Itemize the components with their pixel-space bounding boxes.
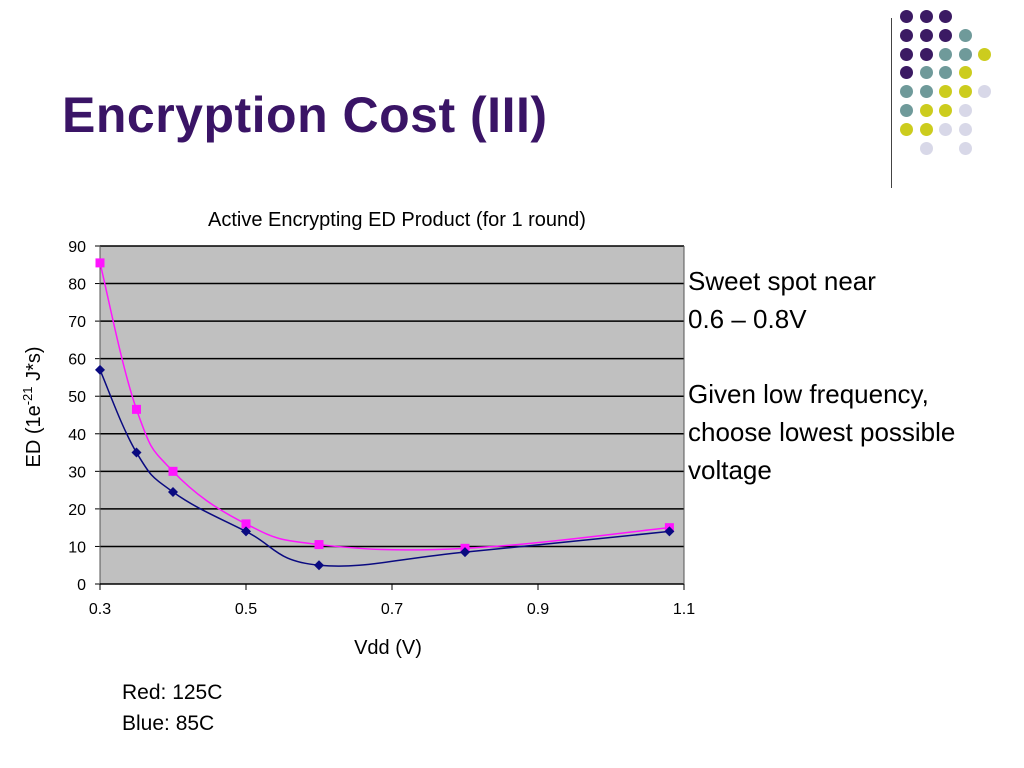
y-axis-label: ED (1e-21 J*s) [20, 346, 45, 467]
decor-dot [939, 85, 952, 99]
x-tick-label: 0.7 [381, 601, 403, 618]
advice-line-2: choose lowest possible [688, 417, 956, 447]
decorative-dot-grid [900, 10, 1010, 160]
data-point-diamond [168, 486, 178, 497]
y-tick-label: 70 [68, 314, 86, 331]
data-point-diamond [664, 526, 675, 537]
decor-dot [900, 104, 913, 117]
data-point-square [132, 404, 141, 414]
decor-dot [900, 28, 913, 42]
decor-dot [939, 10, 952, 23]
decor-dot [919, 122, 933, 136]
data-point-square [168, 466, 178, 476]
decor-dot [900, 47, 913, 61]
x-axis-label: Vdd (V) [354, 637, 422, 659]
sweet-spot-note: Sweet spot near 0.6 – 0.8V [688, 262, 876, 338]
decor-dot [919, 104, 933, 117]
decor-dot [900, 122, 913, 136]
decor-dot [919, 85, 933, 99]
decor-dot [939, 104, 952, 117]
y-tick-label: 90 [68, 239, 86, 256]
decor-dot [919, 66, 933, 80]
advice-line-1: Given low frequency, [688, 379, 929, 409]
decor-dot [939, 47, 952, 61]
decor-dot [958, 122, 972, 136]
y-tick-label: 40 [68, 427, 86, 444]
plot-area [100, 246, 684, 584]
x-tick-label: 0.9 [527, 601, 549, 618]
y-tick-label: 20 [68, 502, 86, 519]
decor-dot [900, 10, 913, 23]
chart-title: Active Encrypting ED Product (for 1 roun… [208, 209, 586, 231]
data-point-diamond [95, 364, 105, 375]
sweet-spot-line-1: Sweet spot near [688, 266, 876, 296]
decor-dot [919, 47, 933, 61]
advice-line-3: voltage [688, 455, 772, 485]
slide-title: Encryption Cost (III) [62, 87, 548, 143]
data-point-square [241, 519, 251, 529]
x-tick-label: 1.1 [673, 601, 695, 618]
decor-dot [939, 28, 952, 42]
y-tick-label: 60 [68, 352, 86, 369]
series-line-0 [99, 262, 670, 551]
data-point-square [95, 258, 105, 268]
data-point-square [314, 540, 324, 550]
decor-dot [939, 122, 952, 136]
data-point-diamond [241, 526, 251, 537]
legend-red-note: Red: 125C [122, 681, 223, 704]
decor-dot [958, 47, 972, 61]
legend-blue-note: Blue: 85C [122, 712, 215, 735]
y-tick-label: 80 [68, 277, 86, 294]
x-tick-label: 0.3 [89, 601, 111, 618]
y-tick-label: 10 [68, 539, 86, 556]
decor-dot [939, 66, 952, 80]
decor-dot [958, 66, 972, 80]
advice-note: Given low frequency, choose lowest possi… [688, 375, 955, 489]
y-tick-label: 30 [68, 464, 86, 481]
x-tick-label: 0.5 [235, 601, 257, 618]
legend-notes: Red: 125C Blue: 85C [122, 677, 222, 739]
decor-dot [900, 85, 913, 99]
decor-dot [978, 85, 991, 99]
decor-dot [919, 141, 933, 155]
ed-product-chart: 0 10 20 30 40 50 60 70 80 90 0.3 0.5 0.7 0.9 1.1 Active… [20, 209, 695, 659]
y-tick-label: 0 [77, 577, 86, 594]
decor-dot [958, 104, 972, 117]
y-tick-label: 50 [68, 389, 86, 406]
decor-dot [958, 85, 972, 99]
data-point-diamond [314, 560, 324, 571]
data-point-diamond [460, 547, 470, 558]
decor-dot [919, 10, 933, 23]
decor-dot [900, 66, 913, 80]
decor-dot [958, 28, 972, 42]
data-point-diamond [131, 447, 142, 458]
sweet-spot-line-2: 0.6 – 0.8V [688, 304, 807, 334]
decor-dot [978, 47, 991, 61]
decor-dot [958, 141, 972, 155]
decor-dot [919, 28, 933, 42]
title-divider [891, 18, 892, 188]
